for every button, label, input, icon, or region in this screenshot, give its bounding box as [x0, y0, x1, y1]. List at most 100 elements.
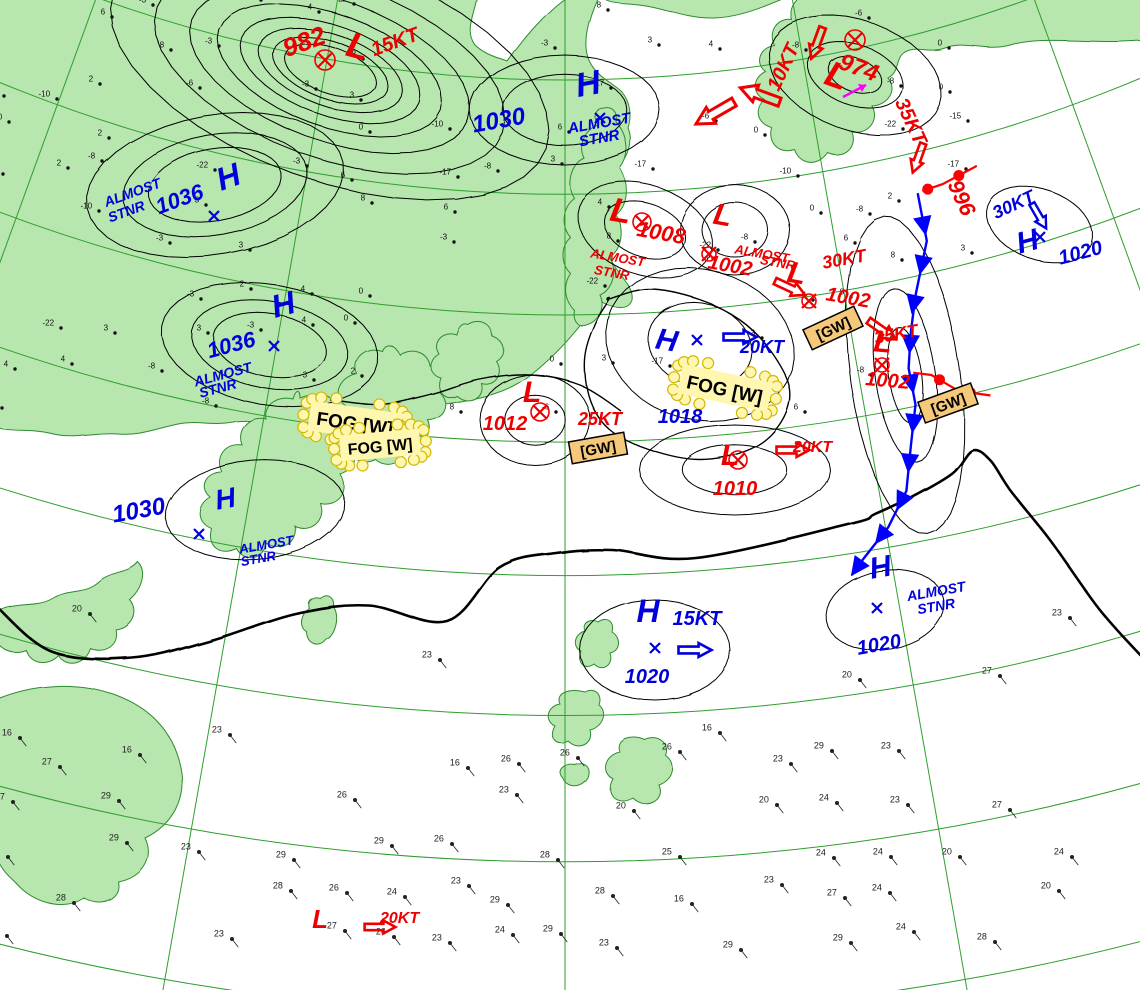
svg-text:0: 0	[344, 313, 349, 322]
svg-text:27: 27	[992, 799, 1002, 809]
svg-text:20KT: 20KT	[739, 337, 786, 357]
svg-text:23: 23	[1052, 607, 1062, 617]
svg-text:3: 3	[239, 240, 244, 249]
svg-text:6: 6	[101, 7, 106, 16]
svg-text:23: 23	[432, 932, 442, 942]
svg-text:24: 24	[1054, 846, 1064, 856]
svg-text:28: 28	[977, 931, 987, 941]
svg-text:996: 996	[943, 176, 981, 221]
svg-text:8: 8	[891, 250, 896, 259]
svg-text:24: 24	[816, 847, 826, 857]
svg-text:27: 27	[327, 920, 337, 930]
svg-text:-3: -3	[440, 232, 448, 241]
svg-text:H: H	[1013, 223, 1044, 261]
svg-text:26: 26	[337, 789, 347, 799]
svg-text:4: 4	[4, 359, 9, 368]
svg-text:-8: -8	[148, 361, 156, 370]
svg-text:25: 25	[662, 846, 672, 856]
svg-text:-10: -10	[38, 90, 50, 99]
svg-text:3: 3	[350, 91, 355, 100]
svg-text:0: 0	[359, 122, 364, 131]
svg-text:1002: 1002	[864, 368, 910, 394]
svg-text:0: 0	[939, 83, 944, 92]
svg-text:-10: -10	[431, 120, 443, 129]
svg-text:-22: -22	[196, 160, 208, 169]
svg-text:6: 6	[844, 233, 849, 242]
svg-text:4: 4	[301, 284, 306, 293]
svg-text:3: 3	[551, 154, 556, 163]
svg-text:H: H	[653, 323, 681, 359]
svg-text:29: 29	[276, 849, 286, 859]
svg-text:-3: -3	[541, 39, 549, 48]
svg-text:6: 6	[558, 122, 563, 131]
svg-text:29: 29	[543, 923, 553, 933]
svg-text:29: 29	[833, 932, 843, 942]
svg-text:20: 20	[842, 669, 852, 679]
svg-text:2: 2	[888, 191, 893, 200]
svg-text:H: H	[867, 549, 895, 585]
svg-text:-3: -3	[293, 156, 301, 165]
svg-text:-3: -3	[139, 0, 147, 5]
svg-text:27: 27	[982, 665, 992, 675]
svg-text:25KT: 25KT	[577, 409, 624, 429]
svg-text:29: 29	[374, 835, 384, 845]
svg-text:24: 24	[896, 921, 906, 931]
svg-text:23: 23	[212, 724, 222, 734]
svg-text:1020: 1020	[1056, 237, 1105, 270]
svg-text:-3: -3	[302, 80, 310, 89]
svg-text:3: 3	[961, 243, 966, 252]
svg-text:-17: -17	[634, 159, 646, 168]
svg-text:23: 23	[422, 649, 432, 659]
svg-text:-22: -22	[586, 276, 598, 285]
svg-text:26: 26	[434, 833, 444, 843]
svg-text:-17: -17	[651, 356, 663, 365]
svg-text:0: 0	[550, 354, 555, 363]
svg-text:6: 6	[444, 202, 449, 211]
svg-text:1010: 1010	[713, 478, 758, 500]
svg-text:35KT: 35KT	[890, 95, 931, 150]
svg-text:-22: -22	[884, 120, 896, 129]
svg-text:0: 0	[754, 125, 759, 134]
svg-text:L: L	[523, 376, 541, 409]
svg-text:20: 20	[616, 800, 626, 810]
svg-text:2: 2	[57, 158, 62, 167]
svg-text:8: 8	[607, 231, 612, 240]
svg-text:-8: -8	[741, 232, 749, 241]
svg-text:L: L	[721, 439, 739, 472]
svg-text:-10: -10	[80, 201, 92, 210]
svg-text:28: 28	[540, 849, 550, 859]
svg-text:20: 20	[942, 846, 952, 856]
svg-text:6: 6	[341, 170, 346, 179]
svg-text:-8: -8	[857, 365, 865, 374]
svg-text:16: 16	[702, 722, 712, 732]
svg-text:23: 23	[890, 794, 900, 804]
svg-text:2: 2	[351, 366, 356, 375]
svg-text:-8: -8	[887, 77, 895, 86]
svg-text:1020: 1020	[855, 630, 903, 659]
svg-text:23: 23	[773, 753, 783, 763]
svg-text:3: 3	[303, 370, 308, 379]
svg-text:H: H	[636, 593, 660, 629]
svg-text:24: 24	[495, 924, 505, 934]
svg-text:-6: -6	[186, 79, 194, 88]
svg-text:1030: 1030	[110, 493, 168, 529]
svg-text:23: 23	[599, 937, 609, 947]
svg-text:2: 2	[98, 128, 103, 137]
svg-text:28: 28	[595, 885, 605, 895]
svg-text:-17: -17	[947, 159, 959, 168]
svg-text:29: 29	[723, 939, 733, 949]
svg-text:1008: 1008	[635, 216, 688, 249]
svg-text:20: 20	[72, 603, 82, 613]
svg-text:-22: -22	[42, 318, 54, 327]
svg-text:1020: 1020	[625, 666, 670, 688]
svg-text:-8: -8	[88, 151, 96, 160]
svg-text:1002: 1002	[824, 283, 872, 312]
svg-text:26: 26	[501, 753, 511, 763]
svg-text:29: 29	[101, 790, 111, 800]
svg-text:4: 4	[709, 40, 714, 49]
svg-text:20KT: 20KT	[379, 910, 420, 927]
svg-text:20KT: 20KT	[792, 439, 833, 456]
svg-text:8: 8	[160, 41, 165, 50]
svg-text:2: 2	[89, 75, 94, 84]
svg-text:23: 23	[181, 841, 191, 851]
